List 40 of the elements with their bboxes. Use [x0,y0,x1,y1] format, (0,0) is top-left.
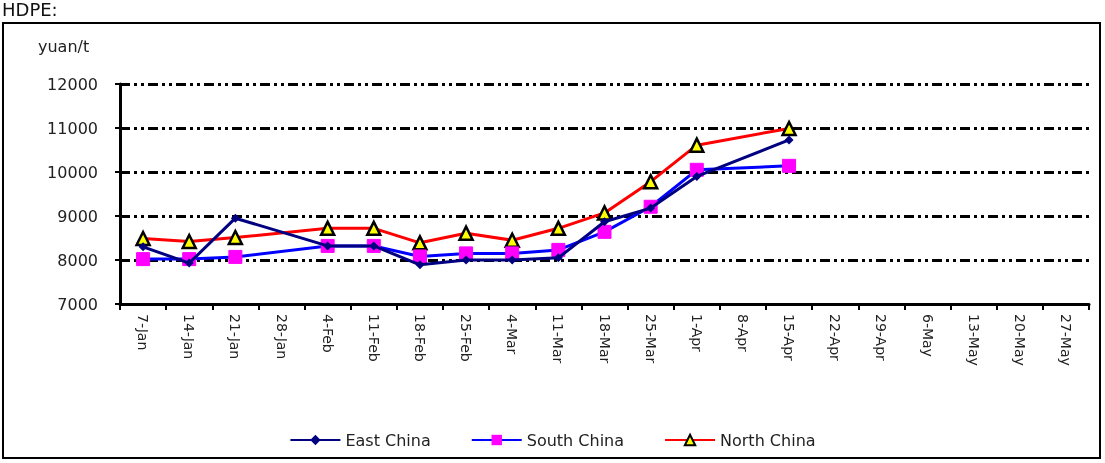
y-tick-label: 12000 [47,74,98,94]
point [600,217,609,227]
x-tick-label: 13-May [965,314,982,366]
y-axis-title: yuan/t [38,36,90,56]
x-tick-label: 11-Mar [550,314,567,364]
x-tick-label: 18-Mar [596,314,613,364]
legend-label: East China [345,430,431,450]
x-tick-label: 18-Feb [411,314,428,362]
x-tick-label: 6-May [919,314,936,357]
point [138,242,148,252]
chart-title: HDPE: [2,0,58,20]
y-tick-label: 8000 [57,250,98,270]
x-tick-label: 7-Jan [135,314,152,351]
x-tick-label: 29-Apr [873,314,890,362]
x-tick-label: 8-Apr [734,314,751,353]
x-tick-label: 20-May [1011,314,1028,366]
x-tick-label: 4-Feb [319,314,336,353]
x-tick-label: 27-May [1057,314,1074,366]
y-tick-label: 11000 [47,118,98,138]
x-tick-label: 21-Jan [227,314,244,360]
point [784,135,794,145]
legend-label: North China [720,430,816,450]
y-tick-label: 9000 [57,206,98,226]
point [230,213,240,223]
x-tick-label: 4-Mar [504,314,521,355]
x-tick-label: 15-Apr [781,314,798,362]
point [692,171,702,181]
x-tick-label: 1-Apr [688,314,705,353]
y-tick-label: 7000 [57,294,98,314]
x-tick-label: 25-Feb [458,314,475,362]
point [553,253,563,263]
x-tick-label: 28-Jan [273,314,290,360]
x-tick-label: 25-Mar [642,314,659,364]
x-tick-label: 14-Jan [181,314,198,360]
y-tick-label: 10000 [47,162,98,182]
x-tick-label: 11-Feb [365,314,382,362]
x-tick-label: 22-Apr [827,314,844,362]
point [415,260,425,270]
point [461,255,471,265]
legend-label: South China [526,430,625,450]
